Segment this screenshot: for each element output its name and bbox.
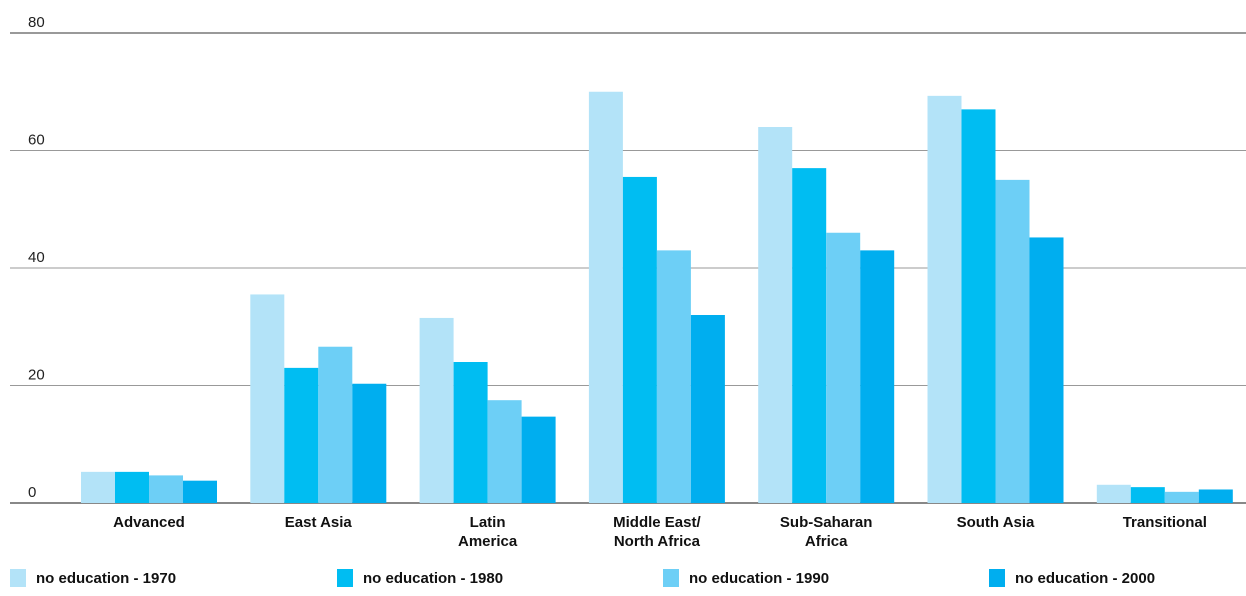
bar (115, 471, 149, 503)
bar (995, 179, 1030, 503)
bar (419, 317, 454, 503)
legend-swatch (989, 569, 1005, 587)
legend: no education - 1970 no education - 1980 no… (0, 566, 1246, 590)
bar (521, 416, 556, 503)
y-tick-label: 40 (28, 249, 45, 266)
legend-item: no education - 1980 (337, 566, 503, 590)
bar (792, 168, 827, 503)
bar (352, 383, 387, 503)
category-label: South Asia (957, 514, 1035, 531)
y-axis-tick-labels: 0 20 40 60 80 (28, 14, 45, 501)
category-label: Middle East/North Africa (613, 514, 701, 550)
category-label: East Asia (285, 514, 353, 531)
bar (927, 95, 962, 504)
legend-label: no education - 2000 (1015, 569, 1156, 587)
bar (149, 475, 183, 503)
bar-chart: 0 20 40 60 80 Advanced East Asia Latin America M… (10, 14, 1246, 550)
bar (1164, 491, 1199, 503)
y-tick-label: 20 (28, 367, 45, 384)
bar (758, 127, 793, 503)
bars (81, 91, 1233, 504)
bar (1130, 487, 1165, 503)
legend-swatch (10, 569, 26, 587)
bar (826, 232, 861, 503)
bar (1198, 489, 1233, 503)
y-tick-label: 60 (28, 132, 45, 149)
x-axis-category-labels: Advanced East Asia Latin America Middle East… (113, 514, 1207, 550)
bar (81, 471, 115, 503)
legend-item: no education - 2000 (989, 566, 1155, 590)
category-label: Advanced (113, 514, 185, 531)
bar (453, 362, 488, 503)
legend-label: no education - 1990 (689, 569, 830, 587)
legend-item: no education - 1970 (10, 566, 176, 590)
legend-label: no education - 1970 (36, 569, 177, 587)
y-tick-label: 80 (28, 14, 45, 31)
bar (588, 91, 623, 503)
bar (318, 346, 353, 503)
bar (250, 294, 285, 503)
legend-swatch (663, 569, 679, 587)
bar (1096, 484, 1131, 503)
bar (961, 109, 996, 503)
category-label: Transitional (1123, 514, 1207, 531)
bar (487, 400, 522, 503)
legend-swatch (337, 569, 353, 587)
bar (622, 176, 657, 503)
legend-item: no education - 1990 (663, 566, 829, 590)
category-label: Latin America (458, 514, 518, 550)
bar (860, 250, 895, 503)
bar (690, 315, 725, 503)
bar (656, 250, 691, 503)
category-label: Sub-Saharan Africa (780, 514, 873, 550)
bar (1029, 237, 1064, 503)
bar (284, 367, 319, 503)
y-tick-label: 0 (28, 484, 36, 501)
bar (183, 480, 217, 503)
legend-label: no education - 1980 (363, 569, 504, 587)
